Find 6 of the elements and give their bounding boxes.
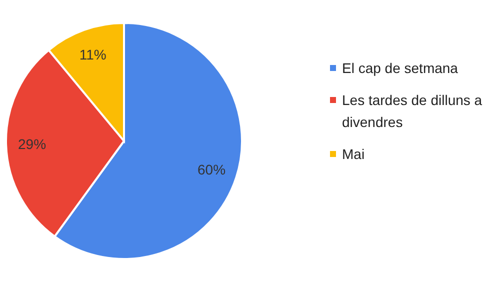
legend-label: Les tardes de dilluns a divendres: [342, 92, 482, 130]
data-label: 60%: [198, 161, 226, 178]
data-label: 11%: [79, 46, 106, 62]
data-label: 29%: [18, 136, 46, 152]
legend-label: El cap de setmana: [342, 60, 458, 76]
legend-label: Mai: [342, 146, 365, 162]
